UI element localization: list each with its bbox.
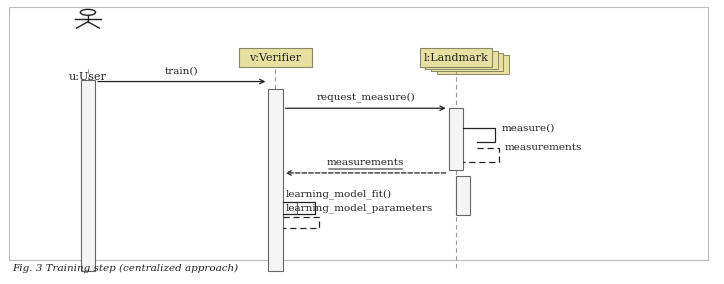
Text: measure(): measure() (501, 124, 555, 132)
Bar (268, 89, 282, 272)
Bar (282, 202, 297, 214)
Bar (432, 53, 503, 71)
Bar (456, 176, 470, 215)
Text: learning_model_parameters: learning_model_parameters (286, 203, 433, 213)
Text: v:Verifier: v:Verifier (249, 53, 301, 63)
Text: Fig. 3 Training step (centralized approach): Fig. 3 Training step (centralized approa… (12, 264, 238, 273)
Text: l:Landmark: l:Landmark (424, 53, 488, 63)
Bar (426, 51, 497, 69)
Bar (420, 49, 492, 67)
Bar (449, 108, 463, 170)
Text: measurements: measurements (327, 158, 404, 167)
Text: learning_model_fit(): learning_model_fit() (286, 189, 392, 199)
Bar (80, 80, 95, 272)
Text: request_measure(): request_measure() (316, 92, 415, 102)
Bar (437, 55, 509, 74)
Text: measurements: measurements (505, 143, 582, 152)
Text: u:User: u:User (69, 72, 107, 82)
Text: train(): train() (165, 66, 198, 75)
Bar (240, 49, 311, 67)
